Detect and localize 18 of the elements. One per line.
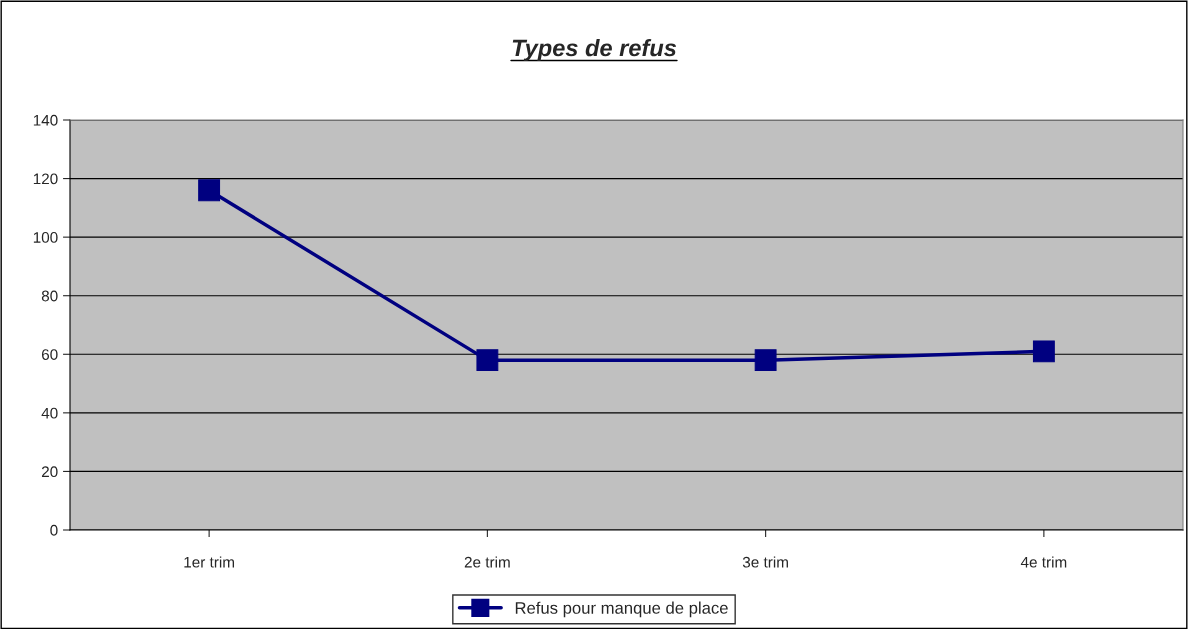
point (1032, 340, 1055, 363)
legend-label: Refus pour manque de place (515, 601, 728, 618)
point (476, 349, 499, 372)
y-tick-label: 60 (41, 349, 58, 360)
y-tick-label: 40 (41, 407, 58, 419)
y-tick-label: 100 (33, 232, 58, 243)
chart-title: Types de refus (512, 39, 677, 61)
point (198, 179, 221, 202)
point (754, 349, 777, 372)
x-tick-label: 2e trim (464, 556, 510, 568)
y-tick-label: 20 (41, 466, 58, 478)
y-tick-label: 0 (50, 524, 58, 536)
y-tick-label: 120 (33, 173, 58, 185)
y-tick-label: 80 (41, 290, 58, 302)
x-tick-label: 1er trim (184, 556, 235, 568)
y-tick-label: 140 (33, 114, 58, 126)
x-tick-label: 3e trim (742, 556, 788, 568)
x-tick-label: 4e trim (1020, 556, 1067, 568)
